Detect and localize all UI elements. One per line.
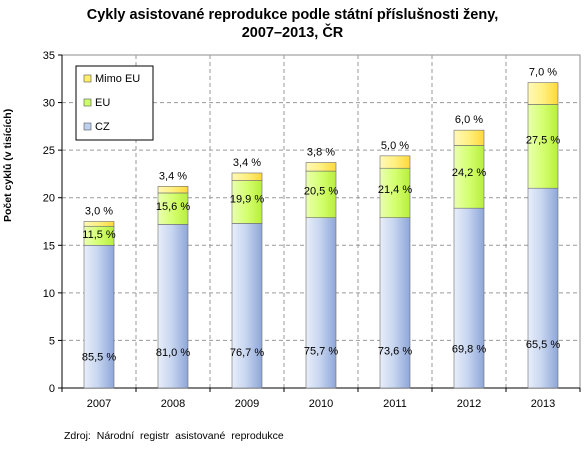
bar-mimo-eu [231,172,263,181]
x-tick-label: 2007 [87,398,111,410]
bar-eu [379,167,411,218]
legend-label-cz: CZ [95,121,110,133]
y-tick-label: 25 [43,145,55,157]
bar-cz [305,217,337,389]
data-label-cz: 65,5 % [526,339,560,351]
data-label-mimo-eu: 5,0 % [381,140,409,152]
y-tick-label: 10 [43,288,55,300]
data-label-eu: 15,6 % [156,201,190,213]
y-tick-label: 35 [43,50,55,62]
x-tick-label: 2011 [383,398,407,410]
x-tick-label: 2010 [309,398,333,410]
data-label-cz: 75,7 % [304,346,338,358]
legend-swatch-eu [83,98,92,107]
bar-cz [379,217,411,389]
bar-cz [83,244,115,389]
data-label-eu: 19,9 % [230,194,264,206]
y-tick-label: 5 [49,335,55,347]
bars [83,82,559,389]
bar-mimo-eu [83,221,115,227]
data-label-mimo-eu: 3,8 % [307,147,335,159]
legend-swatch-cz [83,122,92,131]
legend-swatch-mimo-eu [83,74,92,83]
x-tick-label: 2013 [531,398,555,410]
bar-mimo-eu [453,129,485,146]
y-tick-label: 20 [43,193,55,205]
y-tick-label: 0 [49,383,55,395]
data-label-mimo-eu: 6,0 % [455,114,483,126]
data-label-mimo-eu: 3,4 % [159,170,187,182]
bar-cz [157,224,189,389]
bar-eu [305,170,337,218]
source-note: Zdroj: Národní registr asistované reprod… [64,430,284,442]
chart-title-line2: 2007–2013, ČR [241,25,344,41]
data-label-eu: 27,5 % [526,135,560,147]
data-label-cz: 73,6 % [378,346,412,358]
data-label-eu: 21,4 % [378,184,412,196]
data-label-cz: 85,5 % [82,352,116,364]
bar-eu [157,192,189,225]
bar-eu [453,145,485,209]
data-label-mimo-eu: 7,0 % [529,67,557,79]
y-tick-label: 15 [43,240,55,252]
bar-eu [527,104,559,189]
y-tick-label: 30 [43,98,55,110]
legend-label-eu: EU [95,97,110,109]
data-label-eu: 11,5 % [82,229,116,241]
data-label-cz: 76,7 % [230,347,264,359]
bar-cz [231,223,263,389]
data-label-eu: 24,2 % [452,167,486,179]
chart-title: Cykly asistované reprodukce podle státní… [0,6,585,42]
bar-mimo-eu [157,185,189,194]
data-label-cz: 69,8 % [452,343,486,355]
legend-label-mimo-eu: Mimo EU [95,73,140,85]
data-label-mimo-eu: 3,4 % [233,157,261,169]
data-label-mimo-eu: 3,0 % [85,206,113,218]
chart-title-line1: Cykly asistované reprodukce podle státní… [86,7,499,23]
data-labels: 85,5 % 11,5 % 3,0 % 81,0 % 15,6 % 3,4 % 76,7 %… [82,67,560,364]
bar-mimo-eu [379,155,411,169]
x-tick-label: 2009 [235,398,259,410]
bar-mimo-eu [305,162,337,172]
x-tick-label: 2012 [457,398,481,410]
x-tick-label: 2008 [161,398,185,410]
data-label-cz: 81,0 % [156,347,190,359]
bar-mimo-eu [527,82,559,105]
data-label-eu: 20,5 % [304,186,338,198]
bar-cz [453,207,485,389]
bar-cz [527,187,559,389]
legend: Mimo EU EU CZ [75,65,154,141]
